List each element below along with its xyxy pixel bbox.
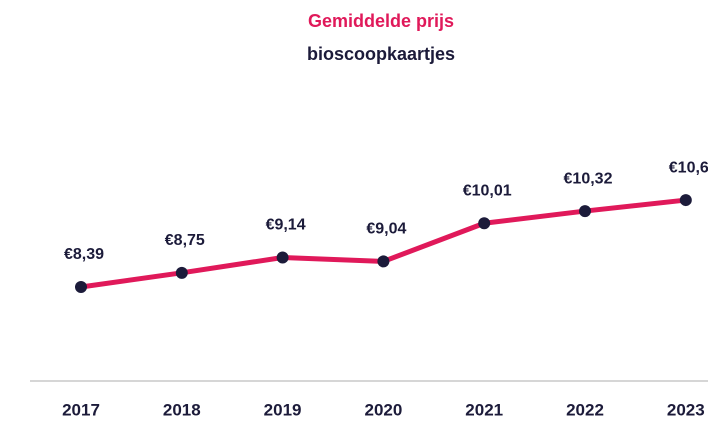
chart-title: Gemiddelde prijs: [308, 11, 454, 31]
data-label: €9,14: [266, 217, 306, 234]
x-tick-label: 2022: [566, 400, 604, 419]
point: [75, 280, 87, 293]
x-tick-label: 2019: [264, 400, 302, 419]
chart-subtitle: bioscoopkaartjes: [307, 44, 455, 64]
data-label: €10,32: [564, 170, 613, 187]
data-label: €8,75: [165, 232, 205, 249]
point: [276, 251, 289, 264]
point: [579, 205, 591, 218]
x-tick-label: 2018: [163, 400, 201, 419]
x-tick-label: 2021: [465, 400, 503, 419]
point: [679, 194, 692, 207]
data-label: €10,01: [463, 182, 512, 199]
data-label: €9,04: [366, 221, 406, 238]
point: [478, 217, 491, 230]
x-tick-label: 2020: [364, 400, 402, 419]
x-tick-label: 2017: [62, 400, 100, 419]
x-tick-label: 2023: [667, 400, 705, 419]
point: [377, 255, 390, 268]
data-label: €10,6: [669, 159, 708, 176]
data-label: €8,39: [64, 246, 104, 263]
point: [175, 266, 188, 279]
